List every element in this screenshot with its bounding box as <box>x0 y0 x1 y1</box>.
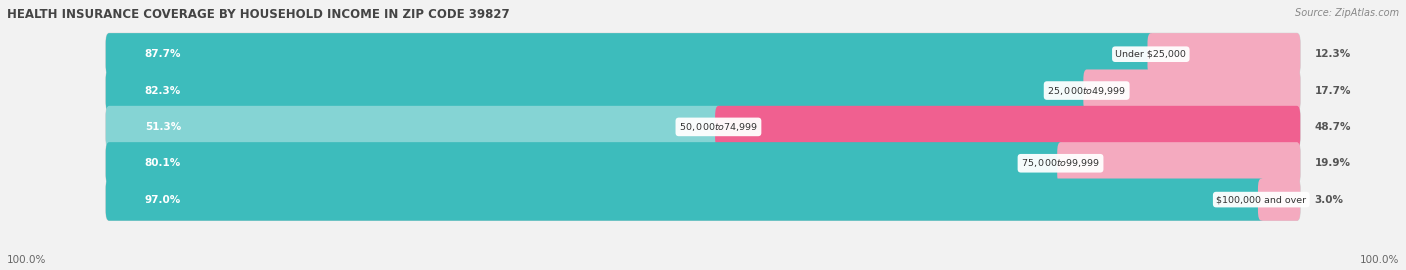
FancyBboxPatch shape <box>716 106 1301 148</box>
FancyBboxPatch shape <box>105 178 1301 221</box>
Text: 51.3%: 51.3% <box>145 122 181 132</box>
FancyBboxPatch shape <box>105 106 721 148</box>
Text: Under $25,000: Under $25,000 <box>1115 50 1187 59</box>
FancyBboxPatch shape <box>1147 33 1301 75</box>
Text: $25,000 to $49,999: $25,000 to $49,999 <box>1047 85 1126 97</box>
Text: $75,000 to $99,999: $75,000 to $99,999 <box>1021 157 1099 169</box>
Text: 3.0%: 3.0% <box>1315 195 1344 205</box>
FancyBboxPatch shape <box>105 33 1154 75</box>
Text: 100.0%: 100.0% <box>1360 255 1399 265</box>
Text: 19.9%: 19.9% <box>1315 158 1351 168</box>
Text: 100.0%: 100.0% <box>7 255 46 265</box>
Text: 87.7%: 87.7% <box>145 49 181 59</box>
FancyBboxPatch shape <box>1258 178 1301 221</box>
FancyBboxPatch shape <box>105 69 1090 112</box>
FancyBboxPatch shape <box>105 178 1264 221</box>
Text: HEALTH INSURANCE COVERAGE BY HOUSEHOLD INCOME IN ZIP CODE 39827: HEALTH INSURANCE COVERAGE BY HOUSEHOLD I… <box>7 8 509 21</box>
FancyBboxPatch shape <box>105 33 1301 75</box>
FancyBboxPatch shape <box>1057 142 1301 184</box>
Text: 82.3%: 82.3% <box>145 86 181 96</box>
Text: 80.1%: 80.1% <box>145 158 181 168</box>
Text: 97.0%: 97.0% <box>145 195 181 205</box>
FancyBboxPatch shape <box>105 106 1301 148</box>
Text: 17.7%: 17.7% <box>1315 86 1351 96</box>
Text: $50,000 to $74,999: $50,000 to $74,999 <box>679 121 758 133</box>
FancyBboxPatch shape <box>1084 69 1301 112</box>
FancyBboxPatch shape <box>105 142 1301 184</box>
Text: Source: ZipAtlas.com: Source: ZipAtlas.com <box>1295 8 1399 18</box>
Text: 12.3%: 12.3% <box>1315 49 1351 59</box>
FancyBboxPatch shape <box>105 69 1301 112</box>
Text: 48.7%: 48.7% <box>1315 122 1351 132</box>
Text: $100,000 and over: $100,000 and over <box>1216 195 1306 204</box>
FancyBboxPatch shape <box>105 142 1064 184</box>
